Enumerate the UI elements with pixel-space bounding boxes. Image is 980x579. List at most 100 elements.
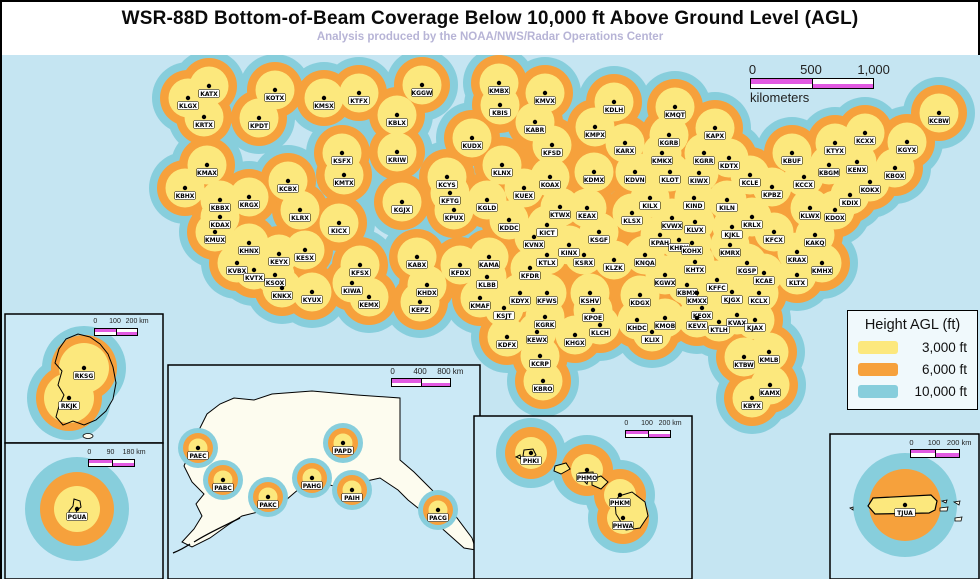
radar-label: KDGX	[630, 300, 650, 307]
radar-dot	[540, 378, 546, 384]
radar-label: KATX	[200, 91, 218, 98]
scalebar-tick: 90	[106, 449, 115, 456]
radar-label-box	[328, 226, 350, 235]
radar-label-box	[529, 359, 551, 368]
jeju-island	[82, 433, 94, 439]
radar-label: KVWX	[662, 223, 683, 230]
radar-dot	[716, 319, 722, 325]
radar-dot	[649, 329, 655, 335]
radar-dot	[724, 197, 730, 203]
radar-label-box	[349, 268, 371, 277]
radar-dot	[727, 242, 733, 248]
radar-label-box	[243, 273, 265, 282]
radar-label: KMRX	[720, 250, 740, 257]
radar-dot	[272, 87, 278, 93]
radar-dot	[217, 214, 223, 220]
radar-label-box	[758, 355, 780, 364]
radar-label-box	[928, 116, 950, 125]
radar-dot	[424, 282, 430, 288]
radar-label-box	[741, 220, 763, 229]
radar-label: KFWS	[537, 298, 557, 305]
radar-label-box	[177, 101, 199, 110]
scalebar-unit: kilometers	[750, 90, 810, 105]
scalebar-hawaii: 0 100 200 km	[624, 420, 682, 448]
radar-label-box	[753, 276, 775, 285]
radar-dot	[195, 445, 201, 451]
radar-label: KGWX	[655, 280, 676, 287]
radar-dot	[302, 247, 308, 253]
radar-dot	[499, 162, 505, 168]
radar-label-box	[588, 235, 610, 244]
radar-label: KMOB	[655, 323, 676, 330]
radar-label: KGRR	[695, 158, 714, 165]
radar-label-box	[212, 483, 234, 492]
radar-dot	[220, 477, 226, 483]
radar-dot	[812, 232, 818, 238]
radar-label: PACG	[429, 515, 447, 522]
radar-label-box	[348, 96, 370, 105]
inset-korea: RKSG RKJK	[4, 313, 164, 444]
radar-label-box	[257, 500, 279, 509]
radar-dot	[572, 332, 578, 338]
radar-dot	[276, 251, 282, 257]
radar-label: KGRB	[660, 140, 679, 147]
radar-label: KMUX	[205, 237, 225, 244]
radar-label: KRAX	[788, 257, 807, 264]
radar-dot	[435, 507, 441, 513]
radar-dot	[766, 349, 772, 355]
radar-sites: PAEC PABC PAKC PAHG PAIH PAPD PACG	[187, 440, 449, 522]
radar-dot	[744, 260, 750, 266]
radar-label-box	[526, 335, 548, 344]
radar-dot	[544, 252, 550, 258]
small-island	[952, 500, 961, 506]
radar-label: KTBW	[734, 362, 754, 369]
radar-dot	[691, 195, 697, 201]
radar-sites: RKSG RKJK	[58, 365, 95, 410]
radar-label: KDIX	[842, 200, 859, 207]
radar-dot	[592, 124, 598, 130]
radar-label-box	[520, 456, 542, 465]
radar-dot	[531, 234, 537, 240]
radar-label-box	[688, 176, 710, 185]
radar-label: KPUX	[445, 215, 464, 222]
radar-label: KTLH	[710, 327, 728, 334]
radar-label-box	[736, 266, 758, 275]
scalebar-tick: 200 km	[946, 438, 972, 447]
radar-dot	[699, 305, 705, 311]
radar-dot	[667, 169, 673, 175]
radar-label-box	[686, 296, 708, 305]
radar-dot	[620, 515, 626, 521]
scalebar-tick: 0	[390, 367, 395, 376]
radar-label: KLWX	[800, 213, 820, 220]
radar-dot	[484, 274, 490, 280]
radar-label: KCYS	[438, 182, 455, 189]
radar-label-box	[781, 156, 803, 165]
radar-dot	[542, 90, 548, 96]
radar-dot	[789, 150, 795, 156]
radar-label-box	[786, 255, 808, 264]
hawaii-island	[514, 454, 522, 460]
radar-sites: PHKI PHMO PHKM PHWA	[520, 450, 634, 530]
radar-label: KMHX	[812, 268, 833, 275]
radar-label: KDYX	[511, 298, 530, 305]
radar-label-box	[564, 338, 586, 347]
radar-label: KMKX	[652, 158, 672, 165]
radar-label-box	[654, 278, 676, 287]
radar-label: KSFX	[333, 158, 351, 165]
radar-dot	[447, 190, 453, 196]
radar-label: KFDX	[451, 270, 470, 277]
scalebar-tick: 100	[927, 438, 941, 447]
radar-label-box	[704, 131, 726, 140]
legend-row-6000: 6,000 ft	[858, 362, 967, 377]
radar-label: KSJT	[496, 313, 512, 320]
radar-dot	[182, 185, 188, 191]
radar-dot	[206, 83, 212, 89]
radar-dot	[486, 254, 492, 260]
radar-label-box	[693, 156, 715, 165]
radar-dot	[596, 229, 602, 235]
radar-label-box	[763, 235, 785, 244]
radar-dot	[217, 197, 223, 203]
radar-label-box	[839, 198, 861, 207]
radar-dot	[81, 365, 87, 371]
radar-dot	[534, 329, 540, 335]
